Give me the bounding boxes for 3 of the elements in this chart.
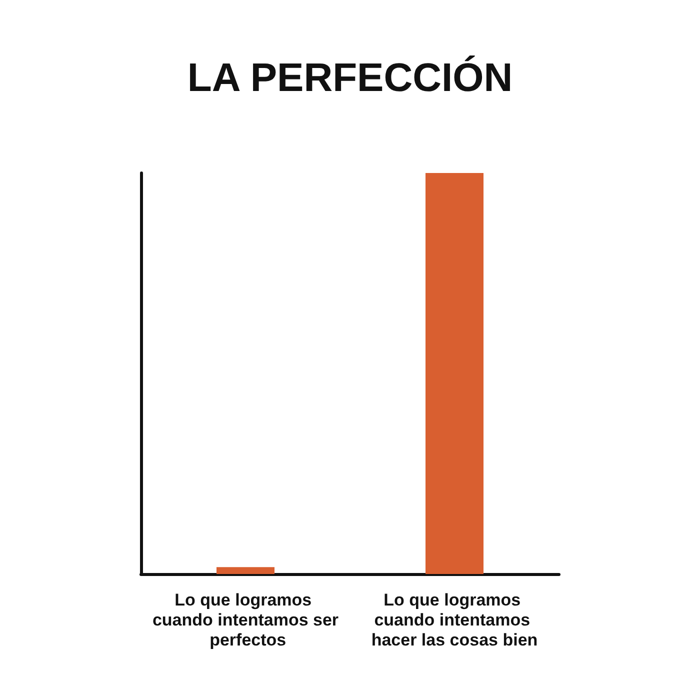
x-tick-label: Lo que logramos cuando intentamos ser perfectos <box>152 590 339 650</box>
x-tick-label: Lo que logramos cuando intentamos hacer las cosas bien <box>371 590 538 650</box>
chart-title: LA PERFECCIÓN <box>187 55 513 100</box>
